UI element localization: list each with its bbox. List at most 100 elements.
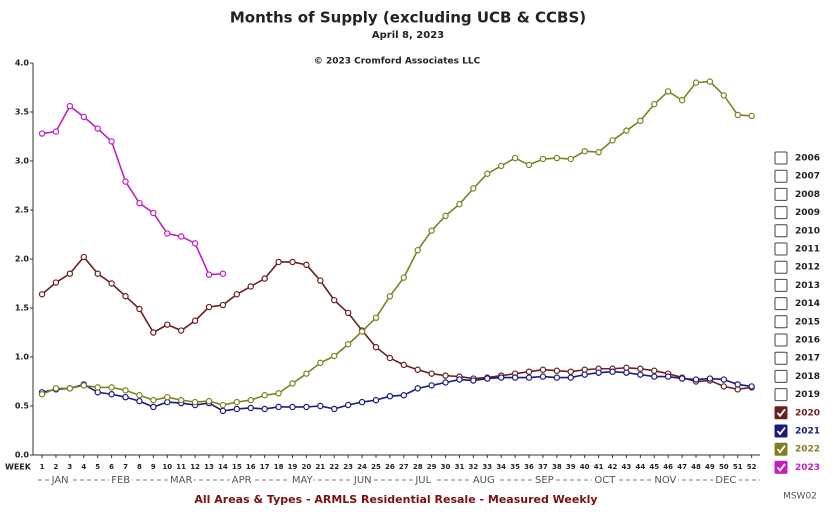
- data-point: [150, 396, 157, 404]
- legend-label: 2023: [795, 463, 820, 473]
- legend-label: 2011: [795, 245, 820, 255]
- data-point: [400, 274, 408, 281]
- data-point: [525, 368, 533, 375]
- data-point: [52, 385, 60, 392]
- data-point: [344, 401, 352, 409]
- x-tick-label: 51: [733, 463, 743, 471]
- x-tick-label: 46: [663, 463, 673, 471]
- data-point: [191, 317, 199, 324]
- data-point: [623, 369, 630, 376]
- x-tick-label: 16: [246, 463, 256, 471]
- legend-checkbox: [774, 206, 788, 220]
- x-tick-label: 12: [190, 463, 200, 471]
- data-point: [553, 374, 561, 381]
- month-label: APR: [232, 475, 252, 486]
- data-point: [637, 117, 644, 125]
- x-tick-label: 18: [274, 463, 284, 471]
- y-tick-label: 0.5: [15, 402, 30, 411]
- legend-label: 2016: [795, 336, 820, 346]
- y-tick-label: 3.0: [15, 157, 30, 166]
- x-tick-label: 14: [218, 463, 228, 471]
- data-point: [80, 253, 87, 261]
- data-point: [511, 374, 519, 381]
- legend-label: 2009: [795, 208, 820, 218]
- data-point: [275, 390, 282, 397]
- data-point: [734, 381, 741, 388]
- data-point: [164, 230, 171, 237]
- x-tick-label: 31: [455, 463, 465, 471]
- legend-checkbox: [774, 187, 788, 201]
- data-point: [748, 112, 755, 120]
- data-point: [150, 329, 157, 336]
- data-point: [386, 293, 394, 300]
- x-tick-label: 5: [95, 463, 100, 471]
- series-line: [41, 80, 752, 406]
- x-tick-label: 22: [329, 463, 339, 471]
- x-tick-label: 15: [232, 463, 242, 471]
- data-point: [94, 125, 101, 132]
- y-tick-label: 2.5: [15, 206, 30, 215]
- chart-code: MSW02: [783, 492, 817, 502]
- data-point: [442, 379, 449, 386]
- data-point: [442, 212, 449, 220]
- x-tick-label: 35: [510, 463, 520, 471]
- x-tick-label: 7: [123, 463, 128, 471]
- month-label: OCT: [594, 475, 616, 486]
- series-line: [41, 370, 752, 412]
- data-point: [428, 370, 435, 377]
- legend-checkbox: [774, 333, 788, 347]
- month-label: DEC: [715, 475, 736, 486]
- x-tick-label: 28: [413, 463, 423, 471]
- data-point: [66, 385, 74, 392]
- legend-checkbox: [774, 442, 788, 456]
- x-tick-label: 1: [40, 463, 45, 471]
- x-tick-label: 39: [566, 463, 576, 471]
- x-tick-label: 17: [260, 463, 270, 471]
- data-point: [567, 374, 574, 381]
- x-tick-label: 47: [677, 463, 687, 471]
- month-label: MAR: [170, 475, 192, 486]
- data-point: [456, 200, 463, 208]
- month-label: JAN: [51, 475, 69, 486]
- data-point: [219, 407, 227, 415]
- data-point: [539, 373, 547, 380]
- x-tick-label: 8: [137, 463, 142, 471]
- x-tick-label: 9: [151, 463, 156, 471]
- data-point: [247, 396, 254, 404]
- data-point: [400, 392, 408, 399]
- data-point: [247, 404, 254, 412]
- legend-checkbox: [774, 351, 788, 365]
- legend-label: 2008: [795, 190, 820, 200]
- data-point: [678, 97, 686, 104]
- data-point: [136, 397, 143, 405]
- x-tick-label: 42: [608, 463, 618, 471]
- y-tick-label: 1.5: [15, 304, 30, 313]
- legend-checkbox: [774, 460, 788, 474]
- data-point: [108, 384, 115, 391]
- legend-check: [776, 463, 786, 472]
- x-tick-label: 50: [719, 463, 729, 471]
- chart-subtitle: April 8, 2023: [372, 30, 444, 41]
- data-point: [164, 393, 171, 401]
- data-point: [706, 78, 714, 85]
- data-point: [553, 367, 561, 374]
- legend-label: 2012: [795, 263, 820, 273]
- legend-check: [776, 445, 786, 454]
- data-point: [720, 376, 728, 383]
- x-tick-label: 4: [81, 463, 86, 471]
- data-point: [539, 155, 547, 163]
- data-point: [177, 327, 185, 334]
- x-tick-label: 44: [635, 463, 645, 471]
- y-tick-label: 4.0: [15, 59, 30, 68]
- data-point: [275, 403, 282, 411]
- legend-check: [776, 426, 786, 436]
- legend-label: 2007: [795, 172, 820, 182]
- data-point: [470, 377, 477, 384]
- data-point: [595, 148, 602, 156]
- data-point: [692, 376, 700, 383]
- data-point: [289, 380, 296, 387]
- data-point: [261, 275, 268, 282]
- data-point: [317, 359, 324, 367]
- data-point: [94, 270, 101, 277]
- legend-checkbox: [774, 424, 788, 438]
